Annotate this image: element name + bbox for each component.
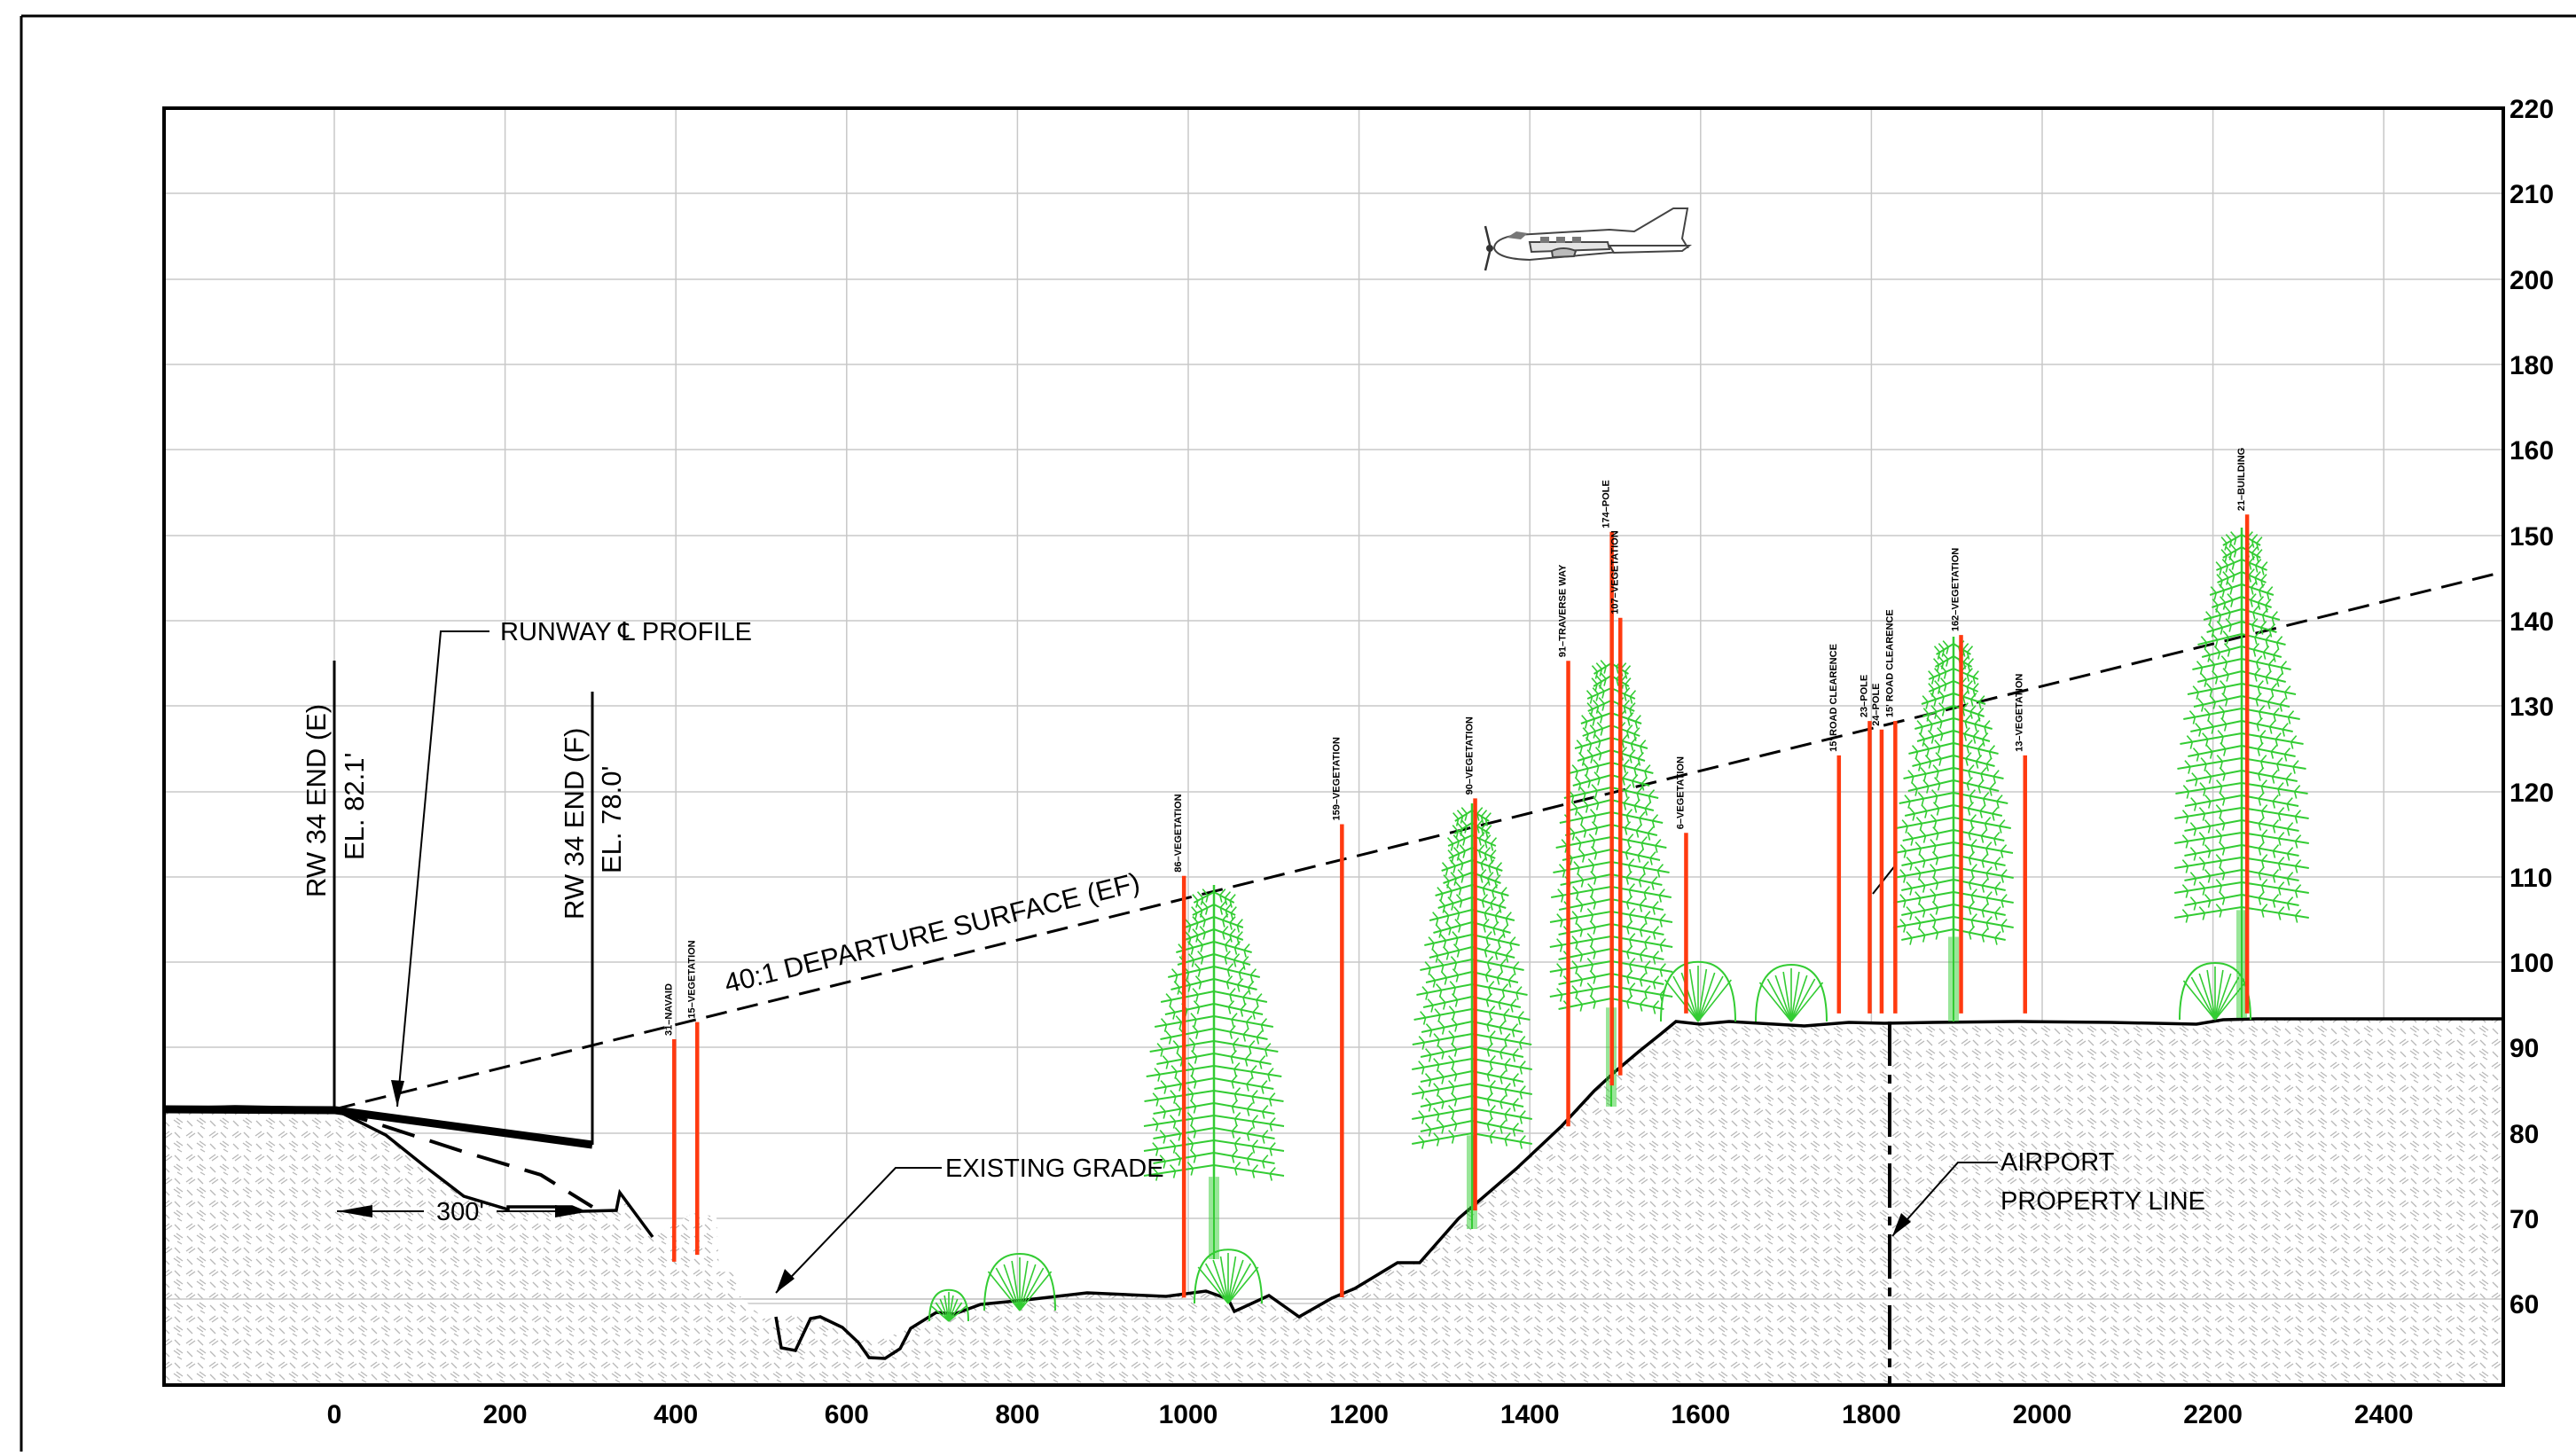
obstruction-label: 21–BUILDING (2236, 448, 2247, 512)
x-tick-label: 0 (327, 1400, 342, 1429)
obstruction-label: 86–VEGETATION (1173, 794, 1184, 872)
shrub-icon (1194, 1249, 1263, 1304)
y-tick-label: 60 (2509, 1290, 2539, 1319)
obstruction-layer: 31–NAVAID 15–VEGETATION 86–VEGETATION 159–V… (663, 448, 2250, 1298)
obstruction-label: 174–POLE (1601, 480, 1612, 528)
y-tick-label: 140 (2509, 607, 2554, 637)
original-grade-dashed (334, 1108, 594, 1209)
obstruction-label: 159–VEGETATION (1331, 737, 1342, 820)
y-tick-label: 180 (2509, 351, 2554, 380)
property-line-label-1: AIRPORT (2001, 1148, 2115, 1177)
obstruction-label: 6–VEGETATION (1675, 756, 1686, 829)
sheet-border (20, 14, 2576, 1452)
obstruction-label: 24–POLE (1871, 683, 1882, 725)
property-line-label-2: PROPERTY LINE (2001, 1187, 2205, 1216)
y-tick-label: 120 (2509, 779, 2554, 808)
dim-arrow-right (555, 1205, 591, 1217)
rw-end-f-elevation: EL. 78.0' (596, 766, 627, 873)
x-tick-label: 1600 (1671, 1400, 1730, 1429)
y-tick-label: 70 (2509, 1205, 2539, 1234)
dimension-300-label: 300' (436, 1198, 484, 1226)
x-tick-label: 1400 (1500, 1400, 1560, 1429)
shrub-icon (2179, 961, 2251, 1021)
y-tick-label: 210 (2509, 180, 2554, 209)
property-line-leader (1891, 1162, 1998, 1237)
obstruction-label: 31–NAVAID (663, 983, 674, 1036)
rw-end-e-title: RW 34 END (E) (301, 704, 332, 897)
y-tick-label: 130 (2509, 693, 2554, 722)
existing-grade-label: EXISTING GRADE (945, 1155, 1164, 1183)
obstruction-label: 23–POLE (1859, 675, 1869, 717)
x-tick-label: 600 (825, 1400, 869, 1429)
y-axis-labels: 220 210 200 180 160 150 140 130 120 110 100 90 80 70 6… (2509, 95, 2554, 1319)
x-tick-label: 2200 (2183, 1400, 2243, 1429)
runway-profile-leader (396, 630, 489, 1108)
x-tick-label: 2400 (2354, 1400, 2414, 1429)
departure-surface-label: 40:1 DEPARTURE SURFACE (EF) (721, 866, 1143, 999)
shrub-icon (1755, 963, 1828, 1022)
shrub-icon (983, 1252, 1056, 1311)
runway-centerline-profile (334, 1106, 593, 1149)
runway-profile-label: RUNWAY ℄ PROFILE (500, 618, 752, 646)
runway-profile-arrow (391, 1080, 404, 1107)
x-tick-label: 200 (483, 1400, 528, 1429)
obstruction-label: 15' ROAD CLEARENCE (1884, 609, 1895, 717)
existing-grade-arrow (776, 1269, 795, 1293)
rw-end-e-elevation: EL. 82.1' (339, 753, 370, 860)
x-tick-label: 2000 (2013, 1400, 2072, 1429)
runway-extension (163, 1105, 336, 1115)
x-axis-labels: 0 200 400 600 800 1000 1200 1400 1600 1800 2000 220… (327, 1400, 2414, 1429)
y-tick-label: 110 (2509, 864, 2552, 893)
shrub-icon (928, 1288, 969, 1322)
conifer-tree-icon (1143, 885, 1285, 1259)
obstruction-label: 15–VEGETATION (686, 940, 697, 1018)
conifer-tree-icon (1893, 637, 2014, 1022)
x-tick-label: 1000 (1159, 1400, 1218, 1429)
x-tick-label: 800 (995, 1400, 1039, 1429)
y-tick-label: 90 (2509, 1034, 2539, 1063)
conifer-tree-icon (1412, 803, 1532, 1229)
conifer-tree-icon (2174, 528, 2309, 1018)
shrub-icon (1660, 960, 1736, 1022)
y-tick-label: 150 (2509, 522, 2554, 552)
plot-frame (162, 106, 2505, 1387)
x-tick-label: 1800 (1842, 1400, 1901, 1429)
x-tick-label: 1200 (1329, 1400, 1389, 1429)
obstruction-label: 107–VEGETATION (1609, 530, 1620, 614)
y-tick-label: 200 (2509, 266, 2554, 295)
y-tick-label: 220 (2509, 95, 2554, 124)
x-tick-label: 400 (654, 1400, 698, 1429)
property-line-arrow (1892, 1213, 1911, 1236)
road-clearance-leader (1872, 740, 1897, 895)
dim-arrow-left (337, 1205, 372, 1217)
rw-end-f-title: RW 34 END (F) (559, 728, 590, 920)
obstruction-label: 91–TRAVERSE WAY (1558, 564, 1569, 657)
airplane-icon (1484, 207, 1692, 271)
obstruction-label: 15' ROAD CLEARENCE (1828, 644, 1839, 752)
y-tick-label: 160 (2509, 436, 2554, 466)
departure-surface-line (333, 570, 2504, 1111)
y-tick-label: 100 (2509, 949, 2554, 978)
obstruction-label: 162–VEGETATION (1951, 548, 1961, 631)
existing-ground (164, 1019, 2503, 1385)
obstruction-label: 90–VEGETATION (1465, 716, 1476, 795)
y-tick-label: 80 (2509, 1120, 2539, 1149)
obstruction-label: 13–VEGETATION (2015, 674, 2025, 752)
existing-grade-leader (775, 1167, 942, 1294)
